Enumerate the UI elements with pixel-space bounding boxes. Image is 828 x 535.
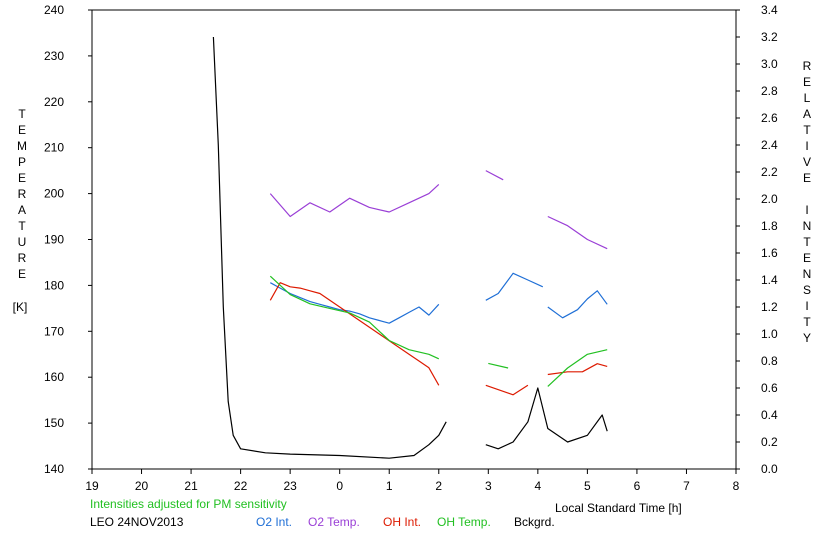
right-tick-label-14: 2.8: [761, 84, 778, 98]
rightTitle-char: I: [805, 139, 809, 153]
x-tick-label-8: 3: [485, 479, 492, 493]
x-tick-label-11: 6: [634, 479, 641, 493]
right-tick-label-3: 0.6: [761, 381, 778, 395]
right-tick-label-5: 1.0: [761, 327, 778, 341]
right-tick-label-13: 2.6: [761, 111, 778, 125]
x-axis-title: Local Standard Time [h]: [555, 501, 682, 515]
rightTitle-char: Y: [802, 331, 811, 345]
series-o2-int--line-1: [485, 272, 544, 301]
x-tick-label-3: 22: [234, 479, 248, 493]
series-o2-temp--line-1: [485, 170, 504, 181]
x-tick-label-5: 0: [336, 479, 343, 493]
left-tick-label-8: 220: [44, 95, 64, 109]
x-tick-label-4: 23: [283, 479, 297, 493]
legend-o2-temp: O2 Temp.: [308, 515, 360, 529]
x-tick-label-6: 1: [386, 479, 393, 493]
rightTitle-char: N: [802, 267, 812, 281]
leftTitle-char: P: [17, 155, 26, 169]
series-oh-temp--line-2: [547, 349, 608, 387]
left-tick-label-0: 140: [44, 462, 64, 476]
rightTitle-char: V: [802, 155, 811, 169]
series-oh-int--line-0: [269, 282, 440, 386]
station-label: LEO 24NOV2013: [90, 515, 184, 529]
leftTitle-char: R: [17, 251, 27, 265]
rightTitle-char: E: [802, 251, 811, 265]
series-bckgrd--line-1: [485, 387, 608, 450]
series-o2-int--line-0: [270, 282, 440, 324]
series-o2-temp--line-2: [547, 215, 608, 250]
right-tick-label-1: 0.2: [761, 435, 778, 449]
leftTitle-char: E: [17, 267, 26, 281]
x-tick-label-7: 2: [435, 479, 442, 493]
series-oh-temp--line-0: [269, 275, 440, 360]
rightTitle-char: [799, 188, 815, 204]
leftTitle-char: E: [17, 171, 26, 185]
left-tick-label-1: 150: [44, 416, 64, 430]
left-tick-label-9: 230: [44, 49, 64, 63]
right-tick-label-6: 1.2: [761, 300, 778, 314]
left-tick-label-3: 170: [44, 324, 64, 338]
rightTitle-char: A: [802, 107, 811, 121]
rightTitle-char: E: [802, 171, 811, 185]
left-tick-label-10: 240: [44, 3, 64, 17]
x-tick-label-12: 7: [683, 479, 690, 493]
rightTitle-char: R: [802, 59, 812, 73]
right-tick-label-12: 2.4: [761, 138, 778, 152]
leftTitle-char: R: [17, 187, 27, 201]
rightTitle-char: I: [805, 203, 809, 217]
right-tick-label-4: 0.8: [761, 354, 778, 368]
rightTitle-char: E: [802, 75, 811, 89]
rightTitle-char: T: [803, 315, 811, 329]
left-tick-label-6: 200: [44, 187, 64, 201]
right-tick-label-9: 1.8: [761, 219, 778, 233]
rightTitle-char: N: [802, 219, 812, 233]
leftTitle-char: T: [18, 219, 26, 233]
leftTitle-char: U: [17, 235, 27, 249]
right-tick-label-2: 0.4: [761, 408, 778, 422]
legend-oh-int: OH Int.: [383, 515, 422, 529]
right-tick-label-7: 1.4: [761, 273, 778, 287]
leftTitle-char: M: [17, 139, 27, 153]
adjust-note: Intensities adjusted for PM sensitivity: [90, 497, 287, 511]
rightTitle-char: I: [805, 299, 809, 313]
x-tick-label-2: 21: [184, 479, 198, 493]
right-tick-label-15: 3.0: [761, 57, 778, 71]
right-tick-label-10: 2.0: [761, 192, 778, 206]
series-o2-temp--line-0: [269, 183, 440, 218]
rightTitle-char: T: [803, 235, 811, 249]
right-tick-label-8: 1.6: [761, 246, 778, 260]
legend-oh-temp: OH Temp.: [437, 515, 491, 529]
series-oh-temp--line-1: [488, 362, 509, 369]
leftTitle-char: A: [17, 203, 26, 217]
legend-o2-int: O2 Int.: [256, 515, 293, 529]
series-o2-int--line-2: [547, 290, 608, 319]
x-tick-label-1: 20: [135, 479, 149, 493]
right-tick-label-11: 2.2: [761, 165, 778, 179]
leftTitle-char: T: [18, 107, 26, 121]
series-oh-int--line-2: [547, 363, 608, 376]
x-tick-label-9: 4: [535, 479, 542, 493]
left-axis-unit: [K]: [12, 300, 28, 314]
leftTitle-char: E: [17, 123, 26, 137]
rightTitle-char: S: [802, 283, 811, 297]
x-tick-label-13: 8: [733, 479, 740, 493]
series-bckgrd--line-0: [212, 36, 447, 459]
left-tick-label-5: 190: [44, 233, 64, 247]
left-tick-label-2: 160: [44, 370, 64, 384]
plot-frame: [91, 9, 737, 470]
left-tick-label-7: 210: [44, 141, 64, 155]
right-tick-label-0: 0.0: [761, 462, 778, 476]
right-tick-label-16: 3.2: [761, 30, 778, 44]
left-tick-label-4: 180: [44, 278, 64, 292]
x-tick-label-0: 19: [85, 479, 99, 493]
series-oh-int--line-1: [485, 384, 529, 396]
legend-bckgrd: Bckgrd.: [514, 515, 555, 529]
rightTitle-char: L: [803, 91, 811, 105]
x-tick-label-10: 5: [584, 479, 591, 493]
rightTitle-char: T: [803, 123, 811, 137]
right-tick-label-17: 3.4: [761, 3, 778, 17]
